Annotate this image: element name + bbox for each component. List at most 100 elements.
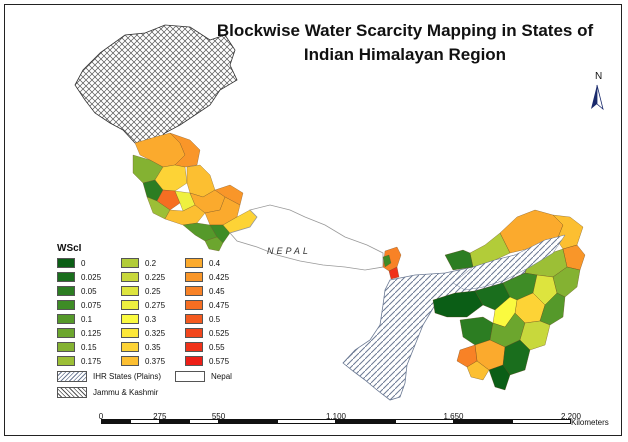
legend-class-label: 0.375 bbox=[145, 356, 166, 366]
scale-bar: 0 275 550 1,100 1,650 2,200 bbox=[99, 412, 581, 429]
legend-class-label: 0.125 bbox=[81, 328, 102, 338]
map-frame: Blockwise Water Scarcity Mapping in Stat… bbox=[4, 4, 622, 436]
legend-class-swatch bbox=[185, 342, 203, 352]
scale-bar-segment bbox=[218, 419, 278, 424]
legend-class-item: 0.175 bbox=[57, 355, 121, 367]
legend-ihr-plains-swatch bbox=[57, 370, 87, 382]
legend-class-item: 0.425 bbox=[185, 271, 249, 283]
legend-class-swatch bbox=[121, 342, 139, 352]
map-title: Blockwise Water Scarcity Mapping in Stat… bbox=[185, 19, 621, 67]
legend-ihr-plains-label: IHR States (Plains) bbox=[93, 371, 162, 381]
legend-class-item: 0.3 bbox=[121, 313, 185, 325]
legend-class-swatch bbox=[185, 286, 203, 296]
legend-class-label: 0.275 bbox=[145, 300, 166, 310]
legend-class-item: 0.55 bbox=[185, 341, 249, 353]
legend-class-swatch bbox=[57, 342, 75, 352]
legend-class-swatch bbox=[185, 272, 203, 282]
legend-class-label: 0.475 bbox=[209, 300, 230, 310]
legend-class-label: 0 bbox=[81, 258, 86, 268]
legend-class-item: 0.05 bbox=[57, 285, 121, 297]
legend-class-item: 0.025 bbox=[57, 271, 121, 283]
legend-class-item: 0.45 bbox=[185, 285, 249, 297]
legend-class-label: 0.35 bbox=[145, 342, 161, 352]
legend-class-swatch bbox=[121, 328, 139, 338]
legend-class-swatch bbox=[121, 258, 139, 268]
legend-class-label: 0.1 bbox=[81, 314, 93, 324]
scale-bar-segment bbox=[130, 419, 160, 424]
legend-class-label: 0.15 bbox=[81, 342, 97, 352]
legend-class-label: 0.25 bbox=[145, 286, 161, 296]
legend-class-label: 0.425 bbox=[209, 272, 230, 282]
legend-class-item: 0.125 bbox=[57, 327, 121, 339]
jammu-kashmir-region bbox=[74, 24, 238, 146]
legend-class-item: 0.15 bbox=[57, 341, 121, 353]
legend-class-item: 0.35 bbox=[121, 341, 185, 353]
legend-jammu-kashmir-swatch bbox=[57, 386, 87, 398]
legend-class-item: 0.475 bbox=[185, 299, 249, 311]
legend-class-label: 0.3 bbox=[145, 314, 157, 324]
legend-class-item: 0.225 bbox=[121, 271, 185, 283]
nepal-map-label: NEPAL bbox=[267, 246, 311, 256]
scale-bar-segment bbox=[189, 419, 219, 424]
legend-class-item: 0.375 bbox=[121, 355, 185, 367]
legend-class-item: 0.075 bbox=[57, 299, 121, 311]
legend-class-item: 0.25 bbox=[121, 285, 185, 297]
scale-bar-units: Kilometers bbox=[571, 418, 609, 427]
scale-bar-segment bbox=[101, 419, 131, 424]
legend-class-swatch bbox=[185, 328, 203, 338]
scale-bar-segment bbox=[512, 419, 571, 424]
legend-class-swatch bbox=[121, 286, 139, 296]
legend-class-swatch bbox=[57, 314, 75, 324]
legend-class-label: 0.225 bbox=[145, 272, 166, 282]
legend-class-label: 0.4 bbox=[209, 258, 221, 268]
scale-bar-segment bbox=[336, 419, 395, 424]
legend-class-swatch bbox=[185, 356, 203, 366]
legend-class-swatch bbox=[57, 258, 75, 268]
scale-bar-tick-label: 550 bbox=[211, 412, 226, 421]
map-title-line1: Blockwise Water Scarcity Mapping in Stat… bbox=[216, 21, 594, 40]
legend-class-swatch bbox=[57, 272, 75, 282]
scale-bar-tick-label: 2,200 bbox=[560, 412, 582, 421]
scale-bar-segment bbox=[453, 419, 513, 424]
legend-class-item: 0 bbox=[57, 257, 121, 269]
nepal-region bbox=[229, 204, 384, 271]
scale-bar-tick-label: 1,100 bbox=[325, 412, 347, 421]
legend-class-swatch bbox=[57, 328, 75, 338]
legend-jammu-kashmir-label: Jammu & Kashmir bbox=[93, 387, 159, 397]
legend-classes: 0 0.2 0.4 0.025 0.225 0.425 0.05 0.25 0.45 0.075 0… bbox=[57, 257, 257, 367]
scale-bar-segment bbox=[277, 419, 336, 424]
legend-class-label: 0.325 bbox=[145, 328, 166, 338]
legend-class-swatch bbox=[185, 258, 203, 268]
scale-bar-tick-label: 275 bbox=[153, 412, 167, 421]
legend-nepal-label: Nepal bbox=[211, 371, 232, 381]
legend-class-item: 0.1 bbox=[57, 313, 121, 325]
legend-class-label: 0.025 bbox=[81, 272, 102, 282]
scale-bar-segment bbox=[159, 419, 190, 424]
legend-class-swatch bbox=[57, 356, 75, 366]
legend-class-swatch bbox=[121, 356, 139, 366]
legend-class-label: 0.2 bbox=[145, 258, 157, 268]
legend-class-label: 0.5 bbox=[209, 314, 221, 324]
map-canvas bbox=[74, 24, 604, 401]
legend-jammu-kashmir: Jammu & Kashmir bbox=[57, 385, 257, 399]
legend-class-swatch bbox=[121, 272, 139, 282]
sikkim-blocks bbox=[382, 246, 402, 280]
legend-class-label: 0.55 bbox=[209, 342, 225, 352]
legend-title: WScI bbox=[57, 243, 82, 254]
legend-class-label: 0.175 bbox=[81, 356, 102, 366]
legend-class-label: 0.05 bbox=[81, 286, 97, 296]
legend-class-swatch bbox=[57, 286, 75, 296]
legend-class-swatch bbox=[121, 300, 139, 310]
legend-class-swatch bbox=[185, 300, 203, 310]
legend: WScI 0 0.2 0.4 0.025 0.225 0.425 0.05 0.25 0.45 0… bbox=[57, 243, 257, 399]
western-himalaya-blocks bbox=[132, 132, 258, 252]
legend-class-label: 0.525 bbox=[209, 328, 230, 338]
map-title-line2: Indian Himalayan Region bbox=[303, 45, 507, 64]
legend-class-swatch bbox=[57, 300, 75, 310]
legend-class-item: 0.4 bbox=[185, 257, 249, 269]
legend-class-label: 0.45 bbox=[209, 286, 225, 296]
north-arrow-icon bbox=[591, 84, 604, 111]
legend-class-label: 0.575 bbox=[209, 356, 230, 366]
legend-class-swatch bbox=[185, 314, 203, 324]
scale-bar-tick-label: 1,650 bbox=[443, 412, 464, 421]
